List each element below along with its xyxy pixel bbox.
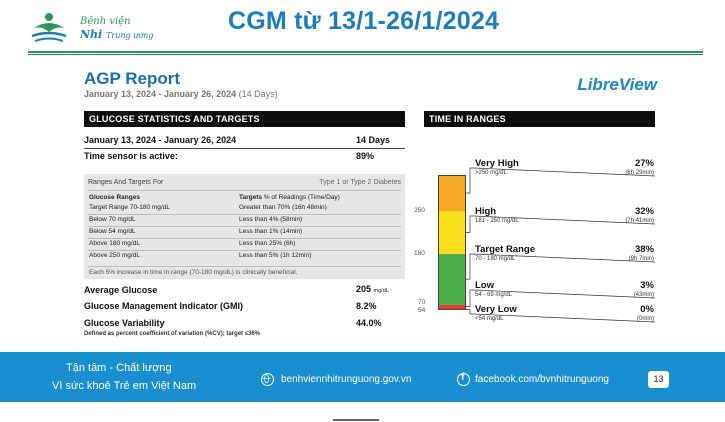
facebook-icon: f — [457, 372, 470, 386]
report-title: AGP Report — [84, 69, 181, 88]
gmi-label: Glucose Management Indicator (GMI) — [84, 301, 244, 311]
tir-range-name: Very High — [475, 158, 519, 169]
report-date-range: January 13, 2024 - January 26, 2024 — [84, 89, 237, 99]
target-row-goal: Less than 1% (14min) — [239, 228, 303, 235]
tir-range-sub: 54 - 69 mg/dL — [475, 292, 513, 298]
footer-slogan-1: Tận tâm - Chất lượng — [66, 362, 172, 374]
footer-facebook[interactable]: facebook.com/bvnhitrunguong — [475, 374, 609, 385]
tir-range-sub: >250 mg/dL — [475, 170, 507, 176]
tir-axis-tick: 250 — [414, 207, 425, 215]
scroll-indicator — [333, 419, 379, 421]
target-row-goal: Greater than 70% (16h 48min) — [239, 204, 327, 211]
report-days-note: (14 Days) — [238, 89, 278, 99]
target-row-range: Above 250 mg/dL — [89, 252, 140, 259]
tir-range-sub: <54 mg/dL — [475, 316, 504, 322]
variability-value: 44.0% — [356, 318, 382, 328]
stats-divider — [84, 148, 405, 149]
col-targets-bold: Targets — [239, 194, 262, 201]
target-row-goal: Less than 4% (58min) — [239, 216, 303, 223]
tir-range-name: Low — [475, 280, 494, 291]
logo-line2-rest: Trung ương — [106, 31, 154, 40]
tir-segment-target — [438, 253, 466, 305]
slide-title: CGM từ 13/1-26/1/2024 — [228, 7, 500, 35]
header-divider-green — [28, 51, 703, 53]
target-row-divider — [88, 238, 401, 239]
tir-segment-low — [438, 304, 466, 309]
tir-segment-very-high — [438, 175, 466, 212]
avg-glucose-number: 205 — [356, 284, 372, 294]
tir-range-sub: 70 - 180 mg/dL — [475, 256, 516, 262]
tir-range-time: (6h 29min) — [625, 170, 654, 176]
tir-range-name: Very Low — [475, 304, 517, 315]
footer-website[interactable]: benhviennhitrunguong.gov.vn — [281, 374, 412, 385]
targets-heading: Ranges And Targets For — [88, 179, 164, 186]
hospital-logo: Bệnh viện Nhi Trung ương — [28, 10, 178, 50]
active-value: 89% — [356, 151, 375, 161]
target-row-range: Below 70 mg/dL — [89, 216, 136, 223]
tir-range-time: (9h 7min) — [628, 256, 654, 262]
target-row-range: Above 180 mg/dL — [89, 240, 140, 247]
tir-range-name: Target Range — [475, 244, 536, 255]
avg-glucose-unit: mg/dL — [373, 288, 389, 294]
tir-range-name: High — [475, 206, 497, 217]
agp-report: AGP Report January 13, 2024 - January 26… — [77, 62, 665, 347]
report-dates: January 13, 2024 - January 26, 2024 (14 … — [84, 89, 278, 99]
targets-bottom-divider — [88, 266, 401, 267]
target-row-goal: Less than 5% (1h 12min) — [239, 252, 312, 259]
period-label: January 13, 2024 - January 26, 2024 — [84, 135, 237, 145]
avg-glucose-value: 205 mg/dL — [356, 284, 389, 294]
tir-range-pct: 0% — [640, 304, 654, 315]
active-label: Time sensor is active: — [84, 151, 178, 161]
target-row-goal: Less than 25% (6h) — [239, 240, 296, 247]
logo-line2-bold: Nhi — [80, 28, 103, 41]
tir-range-time: (7h 41min) — [625, 218, 654, 224]
tir-range-sub: 181 - 250 mg/dL — [475, 218, 519, 224]
col-targets: Targets % of Readings (Time/Day) — [239, 194, 340, 201]
tir-axis-tick: 70 — [418, 298, 426, 306]
header-divider-blue — [28, 54, 703, 55]
period-value: 14 Days — [356, 135, 391, 145]
target-row-divider — [88, 214, 401, 215]
slide-footer: Tận tâm - Chất lượng Vì sức khoẻ Trẻ em … — [0, 352, 725, 402]
target-row-range: Below 54 mg/dL — [89, 228, 136, 235]
variability-note: Defined as percent coefficient of variat… — [84, 331, 260, 337]
glucose-stats-heading: GLUCOSE STATISTICS AND TARGETS — [84, 111, 405, 127]
tir-range-pct: 38% — [634, 244, 654, 255]
tir-range-pct: 32% — [634, 206, 654, 217]
logo-line2: Nhi Trung ương — [80, 28, 153, 41]
tir-heading: TIME IN RANGES — [424, 111, 655, 127]
targets-heading-right: Type 1 or Type 2 Diabetes — [319, 179, 401, 186]
target-row-range: Target Range 70-180 mg/dL — [89, 204, 170, 211]
logo-line1: Bệnh viện — [80, 16, 131, 27]
globe-icon — [261, 373, 274, 386]
libreview-logo: LibreView — [577, 75, 657, 94]
col-targets-rest: % of Readings (Time/Day) — [263, 194, 340, 201]
targets-divider — [88, 190, 401, 191]
logo-mark-icon — [31, 13, 67, 42]
tir-segment-very-low — [438, 308, 466, 310]
avg-glucose-label: Average Glucose — [84, 285, 158, 295]
col-ranges: Glucose Ranges — [89, 194, 140, 201]
variability-label: Glucose Variability — [84, 318, 165, 328]
gmi-value: 8.2% — [356, 301, 377, 311]
tir-axis-tick: 54 — [418, 306, 426, 314]
tir-range-pct: 3% — [640, 280, 654, 291]
tir-axis-tick: 180 — [414, 249, 425, 257]
target-row-divider — [88, 250, 401, 251]
tir-range-pct: 27% — [634, 158, 654, 169]
slide-header: Bệnh viện Nhi Trung ương CGM từ 13/1-26/… — [0, 0, 725, 70]
bottom-strip — [0, 402, 725, 422]
tir-range-time: (43min) — [633, 292, 654, 298]
tir-range-time: (0min) — [636, 316, 654, 322]
targets-footnote: Each 5% increase in time in range (70-18… — [89, 269, 298, 276]
footer-slogan-2: Vì sức khoẻ Trẻ em Việt Nam — [52, 380, 197, 392]
tir-segment-high — [438, 211, 466, 254]
target-row-divider — [88, 226, 401, 227]
targets-table: Ranges And Targets For Type 1 or Type 2 … — [84, 174, 405, 279]
page-number: 13 — [648, 371, 669, 388]
